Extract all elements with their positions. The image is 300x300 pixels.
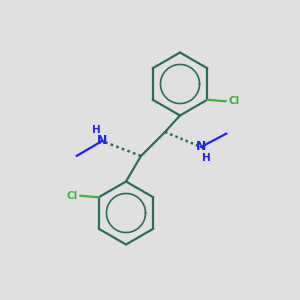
Text: N: N bbox=[196, 140, 206, 154]
Text: H: H bbox=[92, 124, 101, 135]
Text: Cl: Cl bbox=[67, 191, 78, 201]
Text: Cl: Cl bbox=[228, 96, 239, 106]
Text: N: N bbox=[97, 134, 107, 148]
Text: H: H bbox=[202, 153, 211, 164]
